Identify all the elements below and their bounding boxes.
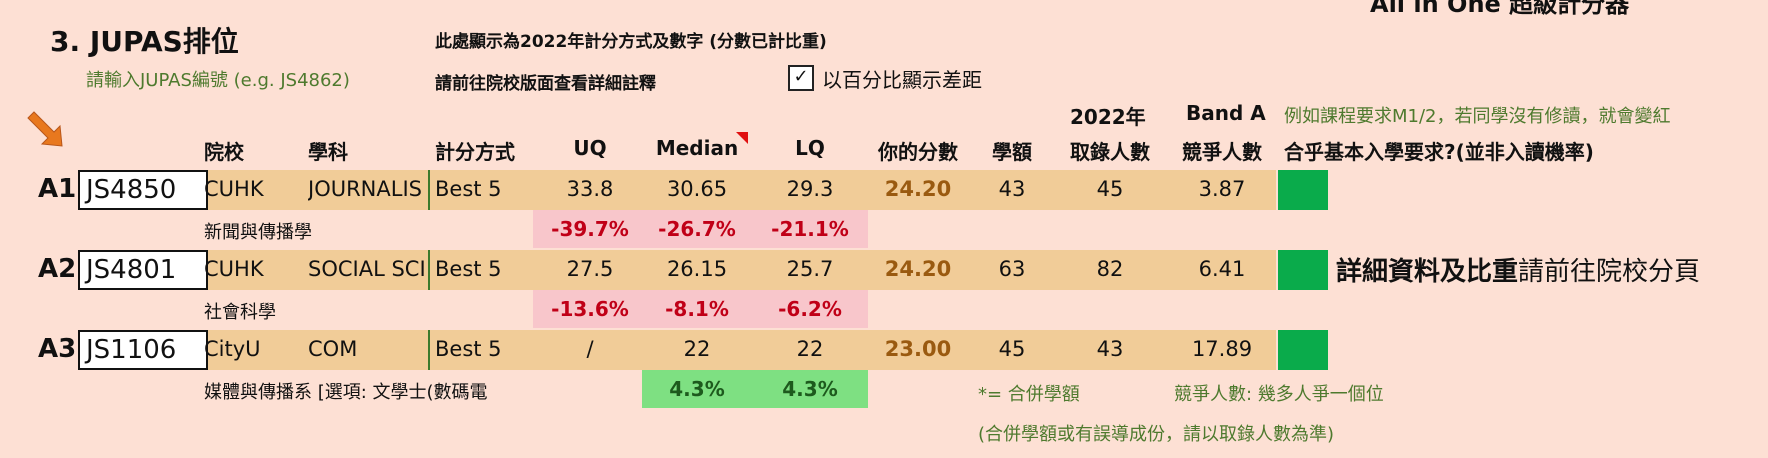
header-subject: 學科 xyxy=(308,140,348,164)
institution-cell: CityU xyxy=(204,337,261,361)
percent-checkbox-label: 以百分比顯示差距 xyxy=(822,68,982,92)
column-divider xyxy=(428,330,430,370)
jupas-code-input[interactable]: JS4850 xyxy=(78,170,208,210)
row-label: A1 xyxy=(38,174,77,204)
header-band-a: Band A xyxy=(1186,101,1266,125)
requirement-note: 例如課程要求M1/2，若同學沒有修讀，就會變紅 xyxy=(1284,106,1671,127)
lq-cell: 22 xyxy=(796,337,824,361)
your-score-cell: 23.00 xyxy=(884,337,952,361)
row-label: A3 xyxy=(38,334,77,364)
lq-cell: 25.7 xyxy=(786,257,834,281)
diff-median: -8.1% xyxy=(665,297,729,321)
requirement-status xyxy=(1278,170,1328,210)
median-cell: 22 xyxy=(683,337,711,361)
header-lq: LQ xyxy=(795,136,825,160)
diff-band xyxy=(642,370,868,408)
header-requirement: 合乎基本入學要求?(並非入讀機率) xyxy=(1284,140,1594,164)
uq-cell: 27.5 xyxy=(566,257,614,281)
programme-name: 媒體與傳播系 [選項: 文學士(數碼電 xyxy=(204,382,488,403)
admitted-cell: 82 xyxy=(1096,257,1124,281)
table-row xyxy=(198,170,1276,210)
institution-cell: CUHK xyxy=(204,177,264,201)
requirement-status xyxy=(1278,330,1328,370)
table-row xyxy=(198,250,1276,290)
header-uq: UQ xyxy=(573,136,607,160)
institution-note: 請前往院校版面查看詳細註釋 xyxy=(435,74,656,94)
footnote-caution: (合併學額或有誤導成份，請以取錄人數為準) xyxy=(978,424,1335,445)
jupas-code-input[interactable]: JS1106 xyxy=(78,330,208,370)
header-admitted: 取錄人數 xyxy=(1070,140,1150,164)
row-label: A2 xyxy=(38,254,77,284)
footnote-competition: 競爭人數: 幾多人爭一個位 xyxy=(1174,384,1384,405)
method-cell: Best 5 xyxy=(435,257,502,281)
header-method: 計分方式 xyxy=(435,140,515,164)
diff-lq: -6.2% xyxy=(778,297,842,321)
header-median: Median xyxy=(655,136,739,160)
diff-band xyxy=(533,290,868,328)
competition-cell: 3.87 xyxy=(1198,177,1246,201)
column-divider xyxy=(428,170,430,210)
requirement-status xyxy=(1278,250,1328,290)
header-institution: 院校 xyxy=(204,140,244,164)
detail-note-rest: 請前往院校分頁 xyxy=(1518,257,1701,287)
column-divider xyxy=(428,250,430,290)
diff-median: -26.7% xyxy=(658,217,736,241)
median-cell: 30.65 xyxy=(666,177,728,201)
header-admitted-year: 2022年 xyxy=(1070,105,1146,129)
admitted-cell: 45 xyxy=(1096,177,1124,201)
quota-cell: 45 xyxy=(998,337,1026,361)
subject-cell: JOURNALIS xyxy=(308,177,422,201)
programme-name: 社會科學 xyxy=(204,302,276,323)
arrow-down-right-icon xyxy=(27,111,63,147)
method-cell: Best 5 xyxy=(435,177,502,201)
subject-cell: COM xyxy=(308,337,358,361)
jupas-code-input[interactable]: JS4801 xyxy=(78,250,208,290)
comment-indicator-icon xyxy=(736,132,748,144)
diff-lq: 4.3% xyxy=(782,377,838,401)
diff-band xyxy=(533,210,868,248)
diff-median: 4.3% xyxy=(669,377,725,401)
competition-cell: 17.89 xyxy=(1191,337,1253,361)
method-cell: Best 5 xyxy=(435,337,502,361)
your-score-cell: 24.20 xyxy=(884,257,952,281)
header-quota: 學額 xyxy=(992,140,1032,164)
app-title: All in One 超級計分器 xyxy=(1370,0,1630,18)
scoring-note: 此處顯示為2022年計分方式及數字 (分數已計比重) xyxy=(435,32,827,52)
programme-name: 新聞與傳播學 xyxy=(204,222,312,243)
subject-cell: SOCIAL SCI xyxy=(308,257,426,281)
diff-uq: -13.6% xyxy=(551,297,629,321)
your-score-cell: 24.20 xyxy=(884,177,952,201)
jupas-code-prompt: 請輸入JUPAS編號 (e.g. JS4862) xyxy=(86,70,350,91)
section-title: 3. JUPAS排位 xyxy=(50,25,239,58)
diff-uq: -39.7% xyxy=(551,217,629,241)
detail-note-bold: 詳細資料及比重 xyxy=(1336,257,1519,287)
detail-note: 詳細資料及比重請前往院校分頁 xyxy=(1336,251,1700,288)
lq-cell: 29.3 xyxy=(786,177,834,201)
quota-cell: 63 xyxy=(998,257,1026,281)
percent-checkbox[interactable]: ✓ xyxy=(788,65,814,91)
institution-cell: CUHK xyxy=(204,257,264,281)
median-cell: 26.15 xyxy=(666,257,728,281)
admitted-cell: 43 xyxy=(1096,337,1124,361)
competition-cell: 6.41 xyxy=(1198,257,1246,281)
quota-cell: 43 xyxy=(998,177,1026,201)
diff-lq: -21.1% xyxy=(771,217,849,241)
header-your-score: 你的分數 xyxy=(878,140,958,164)
table-row xyxy=(198,330,1276,370)
uq-cell: 33.8 xyxy=(566,177,614,201)
uq-cell: / xyxy=(586,337,594,361)
footnote-merged: *= 合併學額 xyxy=(978,384,1080,405)
header-competition: 競爭人數 xyxy=(1182,140,1262,164)
